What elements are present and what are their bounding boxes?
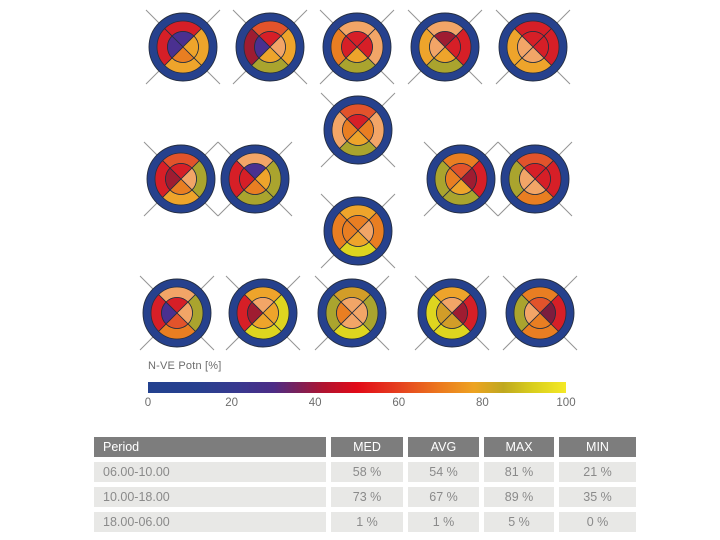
inner-quadrant — [165, 167, 182, 191]
target-glyph — [502, 275, 578, 351]
inner-quadrant — [239, 167, 256, 191]
target-glyph — [139, 275, 215, 351]
table-header-cell: AVG — [408, 437, 479, 457]
target-glyph — [319, 9, 395, 85]
target-glyph — [414, 275, 490, 351]
inner-quadrant — [519, 167, 536, 191]
colorbar-tick-label: 100 — [556, 397, 576, 409]
target-glyph — [407, 9, 483, 85]
inner-quadrant — [429, 35, 446, 59]
table-cell: 5 % — [484, 512, 554, 532]
target-glyph — [320, 92, 396, 168]
target-glyph — [145, 9, 221, 85]
target-glyph — [143, 141, 219, 217]
inner-quadrant — [254, 35, 271, 59]
table-cell: 67 % — [408, 487, 479, 507]
table-cell: 1 % — [408, 512, 479, 532]
table-header-cell: MED — [331, 437, 403, 457]
target-glyph-field — [139, 9, 578, 351]
colorbar-tick-row: 0 20 40 60 80 100 — [144, 397, 576, 411]
table-cell: 21 % — [559, 462, 636, 482]
target-glyph — [314, 275, 390, 351]
table-row: 06.00-10.00 58 % 54 % 81 % 21 % — [94, 462, 636, 482]
target-glyph — [232, 9, 308, 85]
table-cell: 81 % — [484, 462, 554, 482]
inner-quadrant — [167, 35, 184, 59]
colorbar-label: N-VE Potn [%] — [148, 360, 222, 372]
colorbar-tick-label: 0 — [144, 397, 152, 409]
table-cell: 06.00-10.00 — [94, 462, 326, 482]
colorbar-tick-label: 40 — [308, 397, 322, 409]
table-header-cell: MIN — [559, 437, 636, 457]
colorbar-tick-label: 60 — [392, 397, 406, 409]
stats-table: Period MED AVG MAX MIN 06.00-10.00 58 % 54 % 81 … — [94, 437, 636, 532]
table-cell: 58 % — [331, 462, 403, 482]
target-glyph — [225, 275, 301, 351]
inner-quadrant — [341, 35, 358, 59]
target-glyph — [320, 193, 396, 269]
target-glyph — [423, 141, 499, 217]
table-cell: 10.00-18.00 — [94, 487, 326, 507]
inner-quadrant — [524, 301, 541, 325]
inner-quadrant — [342, 118, 359, 142]
target-glyph — [495, 9, 571, 85]
table-cell: 73 % — [331, 487, 403, 507]
target-glyph — [497, 141, 573, 217]
inner-quadrant — [247, 301, 264, 325]
table-cell: 54 % — [408, 462, 479, 482]
inner-quadrant — [517, 35, 534, 59]
target-glyph — [217, 141, 293, 217]
inner-quadrant — [436, 301, 453, 325]
inner-quadrant — [336, 301, 353, 325]
table-cell: 35 % — [559, 487, 636, 507]
table-row: 18.00-06.00 1 % 1 % 5 % 0 % — [94, 512, 636, 532]
table-row: 10.00-18.00 73 % 67 % 89 % 35 % — [94, 487, 636, 507]
table-cell: 1 % — [331, 512, 403, 532]
table-header-cell: Period — [94, 437, 326, 457]
table-cell: 0 % — [559, 512, 636, 532]
inner-quadrant — [445, 167, 462, 191]
colorbar-tick-label: 80 — [475, 397, 489, 409]
inner-quadrant — [342, 219, 359, 243]
table-header-row: Period MED AVG MAX MIN — [94, 437, 636, 457]
inner-quadrant — [161, 301, 178, 325]
table-cell: 18.00-06.00 — [94, 512, 326, 532]
colorbar-gradient — [148, 382, 566, 393]
table-cell: 89 % — [484, 487, 554, 507]
table-header-cell: MAX — [484, 437, 554, 457]
colorbar-tick-label: 20 — [225, 397, 238, 409]
